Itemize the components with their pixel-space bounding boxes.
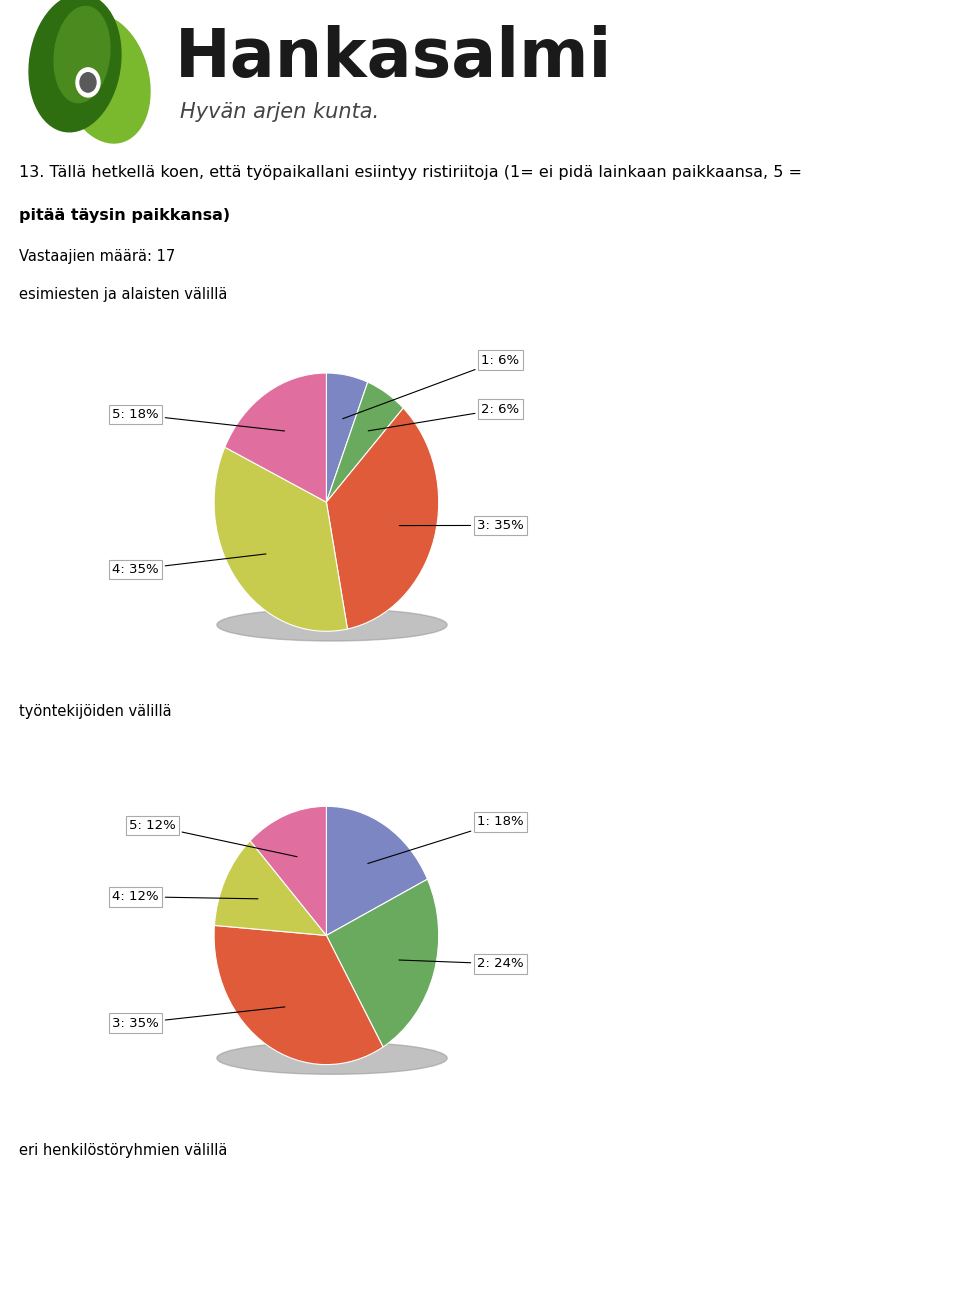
Wedge shape	[214, 448, 348, 632]
Text: 5: 12%: 5: 12%	[129, 819, 297, 856]
Text: 2: 24%: 2: 24%	[399, 957, 524, 970]
Text: 1: 6%: 1: 6%	[343, 353, 519, 419]
Text: Vastaajien määrä: 17: Vastaajien määrä: 17	[19, 249, 176, 264]
Text: työntekijöiden välillä: työntekijöiden välillä	[19, 704, 172, 720]
Wedge shape	[326, 373, 368, 502]
Text: esimiesten ja alaisten välillä: esimiesten ja alaisten välillä	[19, 286, 228, 302]
Wedge shape	[214, 840, 326, 935]
Wedge shape	[326, 806, 427, 935]
Wedge shape	[251, 806, 326, 935]
Text: 4: 12%: 4: 12%	[112, 890, 258, 903]
Text: eri henkilöstöryhmien välillä: eri henkilöstöryhmien välillä	[19, 1142, 228, 1158]
Text: 3: 35%: 3: 35%	[399, 519, 524, 532]
Text: 13. Tällä hetkellä koen, että työpaikallani esiintyy ristiriitoja (1= ei pidä la: 13. Tällä hetkellä koen, että työpaikall…	[19, 165, 803, 180]
Wedge shape	[326, 408, 439, 629]
Text: 1: 18%: 1: 18%	[368, 815, 524, 864]
Ellipse shape	[29, 0, 121, 131]
Wedge shape	[214, 926, 383, 1065]
Text: 4: 35%: 4: 35%	[112, 554, 266, 576]
Text: 5: 18%: 5: 18%	[112, 408, 284, 431]
Text: pitää täysin paikkansa): pitää täysin paikkansa)	[19, 207, 230, 223]
Ellipse shape	[217, 1043, 447, 1074]
Wedge shape	[225, 373, 326, 502]
Ellipse shape	[60, 14, 150, 143]
Ellipse shape	[217, 609, 447, 641]
Ellipse shape	[54, 7, 110, 102]
Wedge shape	[326, 382, 403, 502]
Wedge shape	[326, 880, 439, 1046]
Circle shape	[80, 72, 96, 92]
Text: 3: 35%: 3: 35%	[112, 1007, 285, 1029]
Text: Hyvän arjen kunta.: Hyvän arjen kunta.	[180, 101, 379, 122]
Text: 2: 6%: 2: 6%	[369, 403, 519, 431]
Circle shape	[76, 68, 100, 97]
Text: Hankasalmi: Hankasalmi	[175, 25, 612, 91]
